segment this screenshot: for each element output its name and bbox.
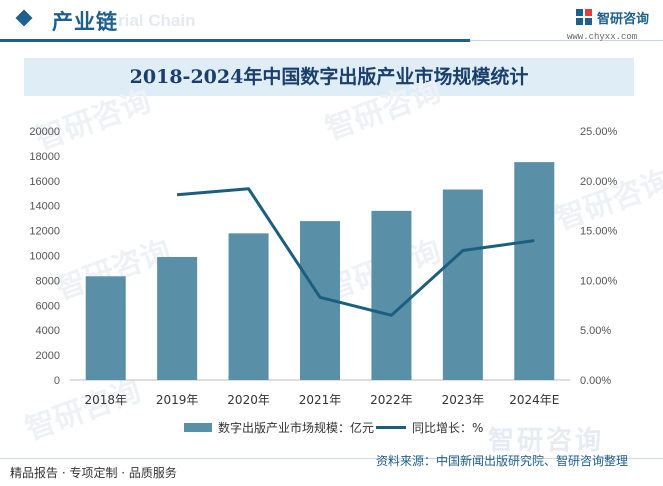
y-right-tick-label: 0.00%: [580, 375, 611, 387]
y-left-tick-label: 14000: [29, 201, 60, 213]
watermark-text: 智研咨询: [31, 84, 156, 158]
y-right-tick-label: 15.00%: [580, 226, 618, 238]
bar: [157, 256, 198, 380]
bar: [371, 210, 412, 380]
watermark-logo: 智研咨询: [488, 426, 605, 456]
y-left-tick-label: 12000: [29, 226, 60, 238]
footer: [0, 459, 663, 486]
growth-line: [176, 187, 535, 317]
y-axis-left: 0 2000 4000 6000 8000 10000 12000 14000 16000 180…: [29, 126, 60, 387]
y-left-tick-label: 8000: [36, 275, 60, 287]
bar: [442, 189, 483, 380]
x-axis: 2018年 2019年 2020年 2021年 2022年 2023年 2024年E: [84, 393, 559, 407]
y-left-tick-label: 16000: [29, 176, 60, 188]
logo-text: 智研咨询: [597, 12, 650, 27]
watermark-text: 智研咨询: [21, 374, 146, 448]
y-left-tick-label: 20000: [29, 126, 60, 138]
legend-bar-swatch: [184, 423, 212, 432]
header: rial Chain 产业链 智研咨询 www.chyxx.com: [0, 0, 663, 44]
x-tick-label: 2020年: [227, 393, 270, 407]
y-right-tick-label: 10.00%: [580, 275, 618, 287]
x-tick-label: 2018年: [84, 393, 127, 407]
bar: [85, 276, 126, 380]
x-tick-label: 2021年: [299, 393, 342, 407]
legend-line-swatch: [376, 426, 406, 429]
logo-url: www.chyxx.com: [567, 32, 638, 42]
y-left-tick-label: 18000: [29, 151, 60, 163]
footer-slogan: 精品报告 · 专项定制 · 品质服务: [10, 466, 177, 480]
chart-title: 2018-2024年中国数字出版产业市场规模统计: [129, 66, 529, 88]
logo-icon: [576, 9, 592, 25]
watermarks: 智研咨询 智研咨询 智研咨询 智研咨询 智研咨询 智研咨询: [21, 74, 663, 448]
section-title: 产业链: [52, 10, 118, 34]
footer-divider: [0, 458, 663, 459]
y-right-tick-label: 25.00%: [580, 126, 618, 138]
watermark-text: 智研咨询: [321, 74, 446, 148]
bar: [228, 233, 269, 380]
x-tick-label: 2023年: [442, 393, 485, 407]
y-left-tick-label: 4000: [36, 325, 60, 337]
chart-title-band: 2018-2024年中国数字出版产业市场规模统计: [24, 58, 634, 96]
source-note: 资料来源：中国新闻出版研究院、智研咨询整理: [376, 454, 629, 468]
x-tick-label: 2022年: [370, 393, 413, 407]
y-left-tick-label: 2000: [36, 350, 60, 362]
bar-series: [85, 162, 555, 380]
header-divider-light: [470, 40, 663, 41]
legend-line-label: 同比增长：%: [412, 421, 484, 435]
y-left-tick-label: 6000: [36, 300, 60, 312]
bar: [514, 162, 555, 380]
y-left-tick-label: 0: [54, 375, 60, 387]
y-right-tick-label: 20.00%: [580, 176, 618, 188]
header-divider: [0, 39, 470, 42]
y-axis-right: 0.00% 5.00% 10.00% 15.00% 20.00% 25.00%: [580, 126, 618, 387]
y-left-tick-label: 10000: [29, 251, 60, 263]
x-tick-label: 2024年E: [509, 393, 559, 407]
x-tick-label: 2019年: [156, 393, 199, 407]
y-right-tick-label: 5.00%: [580, 325, 611, 337]
legend-bar-label: 数字出版产业市场规模：亿元: [218, 421, 375, 435]
header-watermark: rial Chain: [118, 11, 196, 30]
